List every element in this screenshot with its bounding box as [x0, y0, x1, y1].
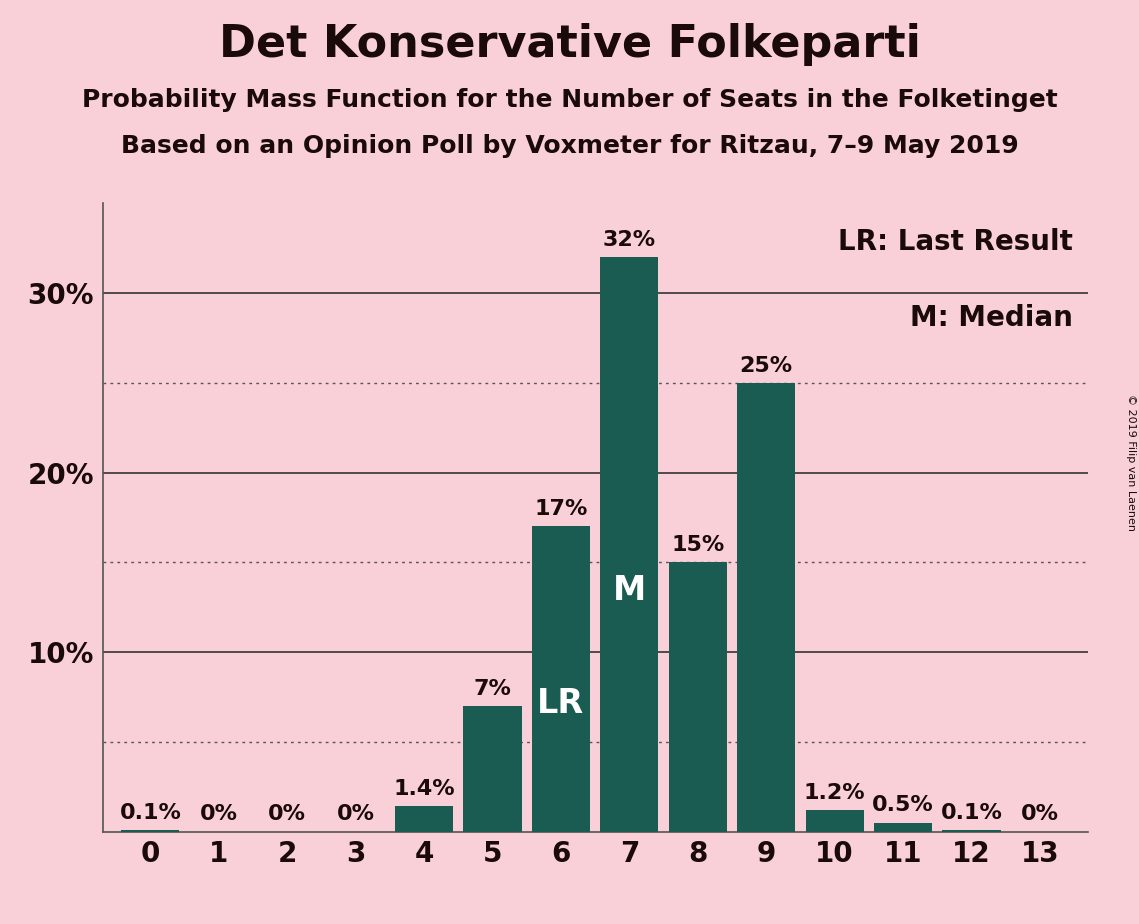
Bar — [122, 830, 180, 832]
Text: 0.1%: 0.1% — [120, 803, 181, 822]
Text: 17%: 17% — [534, 499, 588, 519]
Text: 0%: 0% — [269, 805, 306, 824]
Text: Based on an Opinion Poll by Voxmeter for Ritzau, 7–9 May 2019: Based on an Opinion Poll by Voxmeter for… — [121, 134, 1018, 158]
Bar — [737, 383, 795, 832]
Text: 32%: 32% — [603, 230, 656, 250]
Text: 0%: 0% — [1021, 805, 1059, 824]
Text: LR: Last Result: LR: Last Result — [838, 228, 1073, 257]
Bar — [874, 822, 932, 832]
Bar — [464, 706, 522, 832]
Text: 0.5%: 0.5% — [872, 796, 934, 816]
Bar — [669, 563, 727, 832]
Text: 0%: 0% — [199, 805, 238, 824]
Text: 0%: 0% — [337, 805, 375, 824]
Text: 7%: 7% — [474, 679, 511, 699]
Bar — [600, 257, 658, 832]
Text: © 2019 Filip van Laenen: © 2019 Filip van Laenen — [1126, 394, 1136, 530]
Text: 25%: 25% — [739, 356, 793, 376]
Text: Det Konservative Folkeparti: Det Konservative Folkeparti — [219, 23, 920, 67]
Text: Probability Mass Function for the Number of Seats in the Folketinget: Probability Mass Function for the Number… — [82, 88, 1057, 112]
Text: 1.2%: 1.2% — [804, 783, 866, 803]
Text: LR: LR — [538, 687, 584, 720]
Bar — [942, 830, 1000, 832]
Text: M: Median: M: Median — [910, 304, 1073, 332]
Text: 1.4%: 1.4% — [393, 779, 454, 799]
Bar — [532, 527, 590, 832]
Text: 15%: 15% — [671, 535, 724, 555]
Bar — [805, 810, 863, 832]
Text: M: M — [613, 574, 646, 607]
Text: 0.1%: 0.1% — [941, 803, 1002, 822]
Bar — [395, 807, 453, 832]
